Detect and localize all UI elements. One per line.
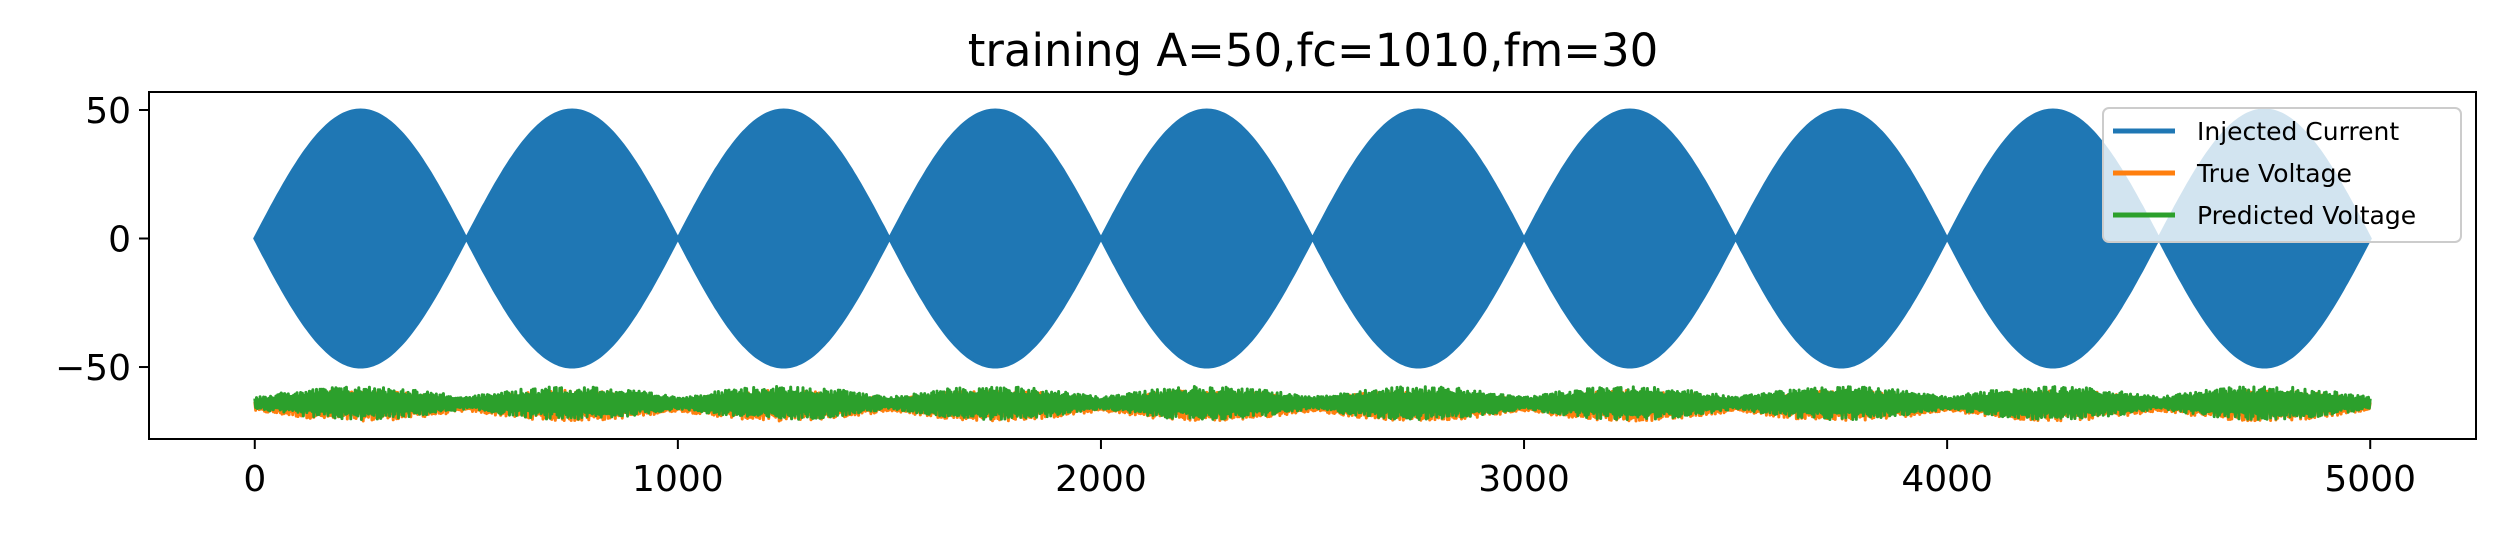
legend-label-true-voltage: True Voltage xyxy=(2196,159,2352,188)
y-tick-label-0: 0 xyxy=(108,220,131,261)
legend-label-injected-current: Injected Current xyxy=(2197,117,2399,146)
legend-entry-predicted-voltage: Predicted Voltage xyxy=(2113,201,2416,230)
legend-label-predicted-voltage: Predicted Voltage xyxy=(2197,201,2416,230)
x-tick-label-3000: 3000 xyxy=(1478,459,1570,500)
x-tick-label-2000: 2000 xyxy=(1055,459,1147,500)
legend-box xyxy=(2102,107,2462,243)
x-tick-label-1000: 1000 xyxy=(632,459,724,500)
chart-title: training A=50,fc=1010,fm=30 xyxy=(968,24,1658,77)
y-tick-label-50: 50 xyxy=(85,91,131,132)
x-tick-label-4000: 4000 xyxy=(1901,459,1993,500)
legend-entry-true-voltage: True Voltage xyxy=(2113,159,2352,188)
x-axis: 0 1000 2000 3000 4000 5000 xyxy=(243,439,2416,500)
legend-entry-injected-current: Injected Current xyxy=(2113,117,2399,146)
y-axis: 50 0 −50 xyxy=(55,91,149,389)
plot-frame xyxy=(148,91,2477,440)
x-tick-label-0: 0 xyxy=(243,459,266,500)
x-tick-label-5000: 5000 xyxy=(2324,459,2416,500)
series-predicted-voltage xyxy=(253,385,2372,421)
y-tick-label--50: −50 xyxy=(55,348,131,389)
legend: Injected Current True Voltage Predicted … xyxy=(2102,107,2462,243)
